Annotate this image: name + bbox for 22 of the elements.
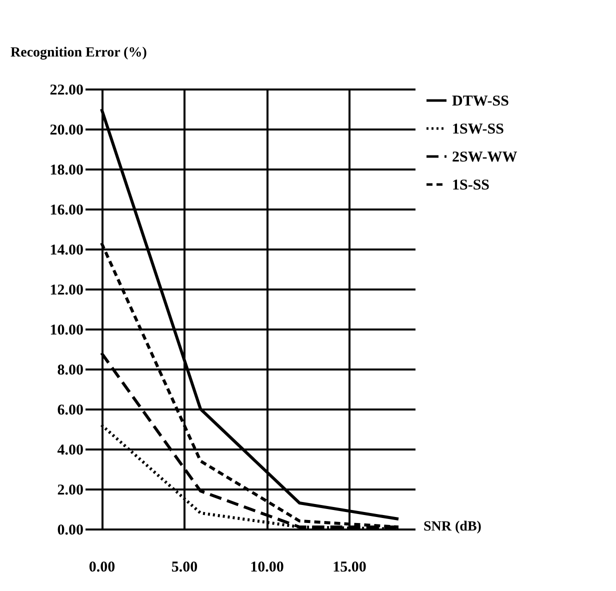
legend-label: DTW-SS [452,94,509,110]
legend-label: 2SW-WW [452,150,518,166]
y-tick-label: 4.00 [57,442,84,458]
x-axis-title: SNR (dB) [424,520,482,534]
y-tick-label: 20.00 [50,122,84,138]
y-tick-label: 8.00 [57,362,84,378]
x-tick-label: 15.00 [332,560,366,576]
x-tick-label: 0.00 [88,560,116,576]
y-tick-label: 14.00 [50,242,84,258]
legend-label: 1SW-SS [452,122,504,138]
y-tick-label: 22.00 [50,82,84,98]
y-tick-label: 0.00 [57,522,84,538]
legend-label: 1S-SS [452,178,490,194]
y-tick-label: 16.00 [50,202,84,218]
x-tick-label: 5.00 [171,560,198,576]
y-tick-label: 18.00 [50,162,84,178]
y-tick-label: 10.00 [50,322,84,338]
y-tick-label: 6.00 [57,402,84,418]
y-axis-title: Recognition Error (%) [10,46,148,60]
x-tick-label: 10.00 [250,560,284,576]
y-tick-label: 12.00 [50,282,84,298]
y-tick-label: 2.00 [57,482,84,498]
